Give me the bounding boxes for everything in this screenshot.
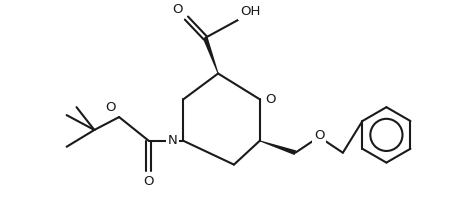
Text: O: O <box>265 93 276 106</box>
Text: O: O <box>143 175 154 188</box>
Text: O: O <box>313 129 324 142</box>
Polygon shape <box>259 140 295 155</box>
Text: O: O <box>172 3 182 16</box>
Text: OH: OH <box>239 5 260 18</box>
Polygon shape <box>202 37 218 74</box>
Text: O: O <box>106 101 116 114</box>
Text: N: N <box>167 134 177 147</box>
